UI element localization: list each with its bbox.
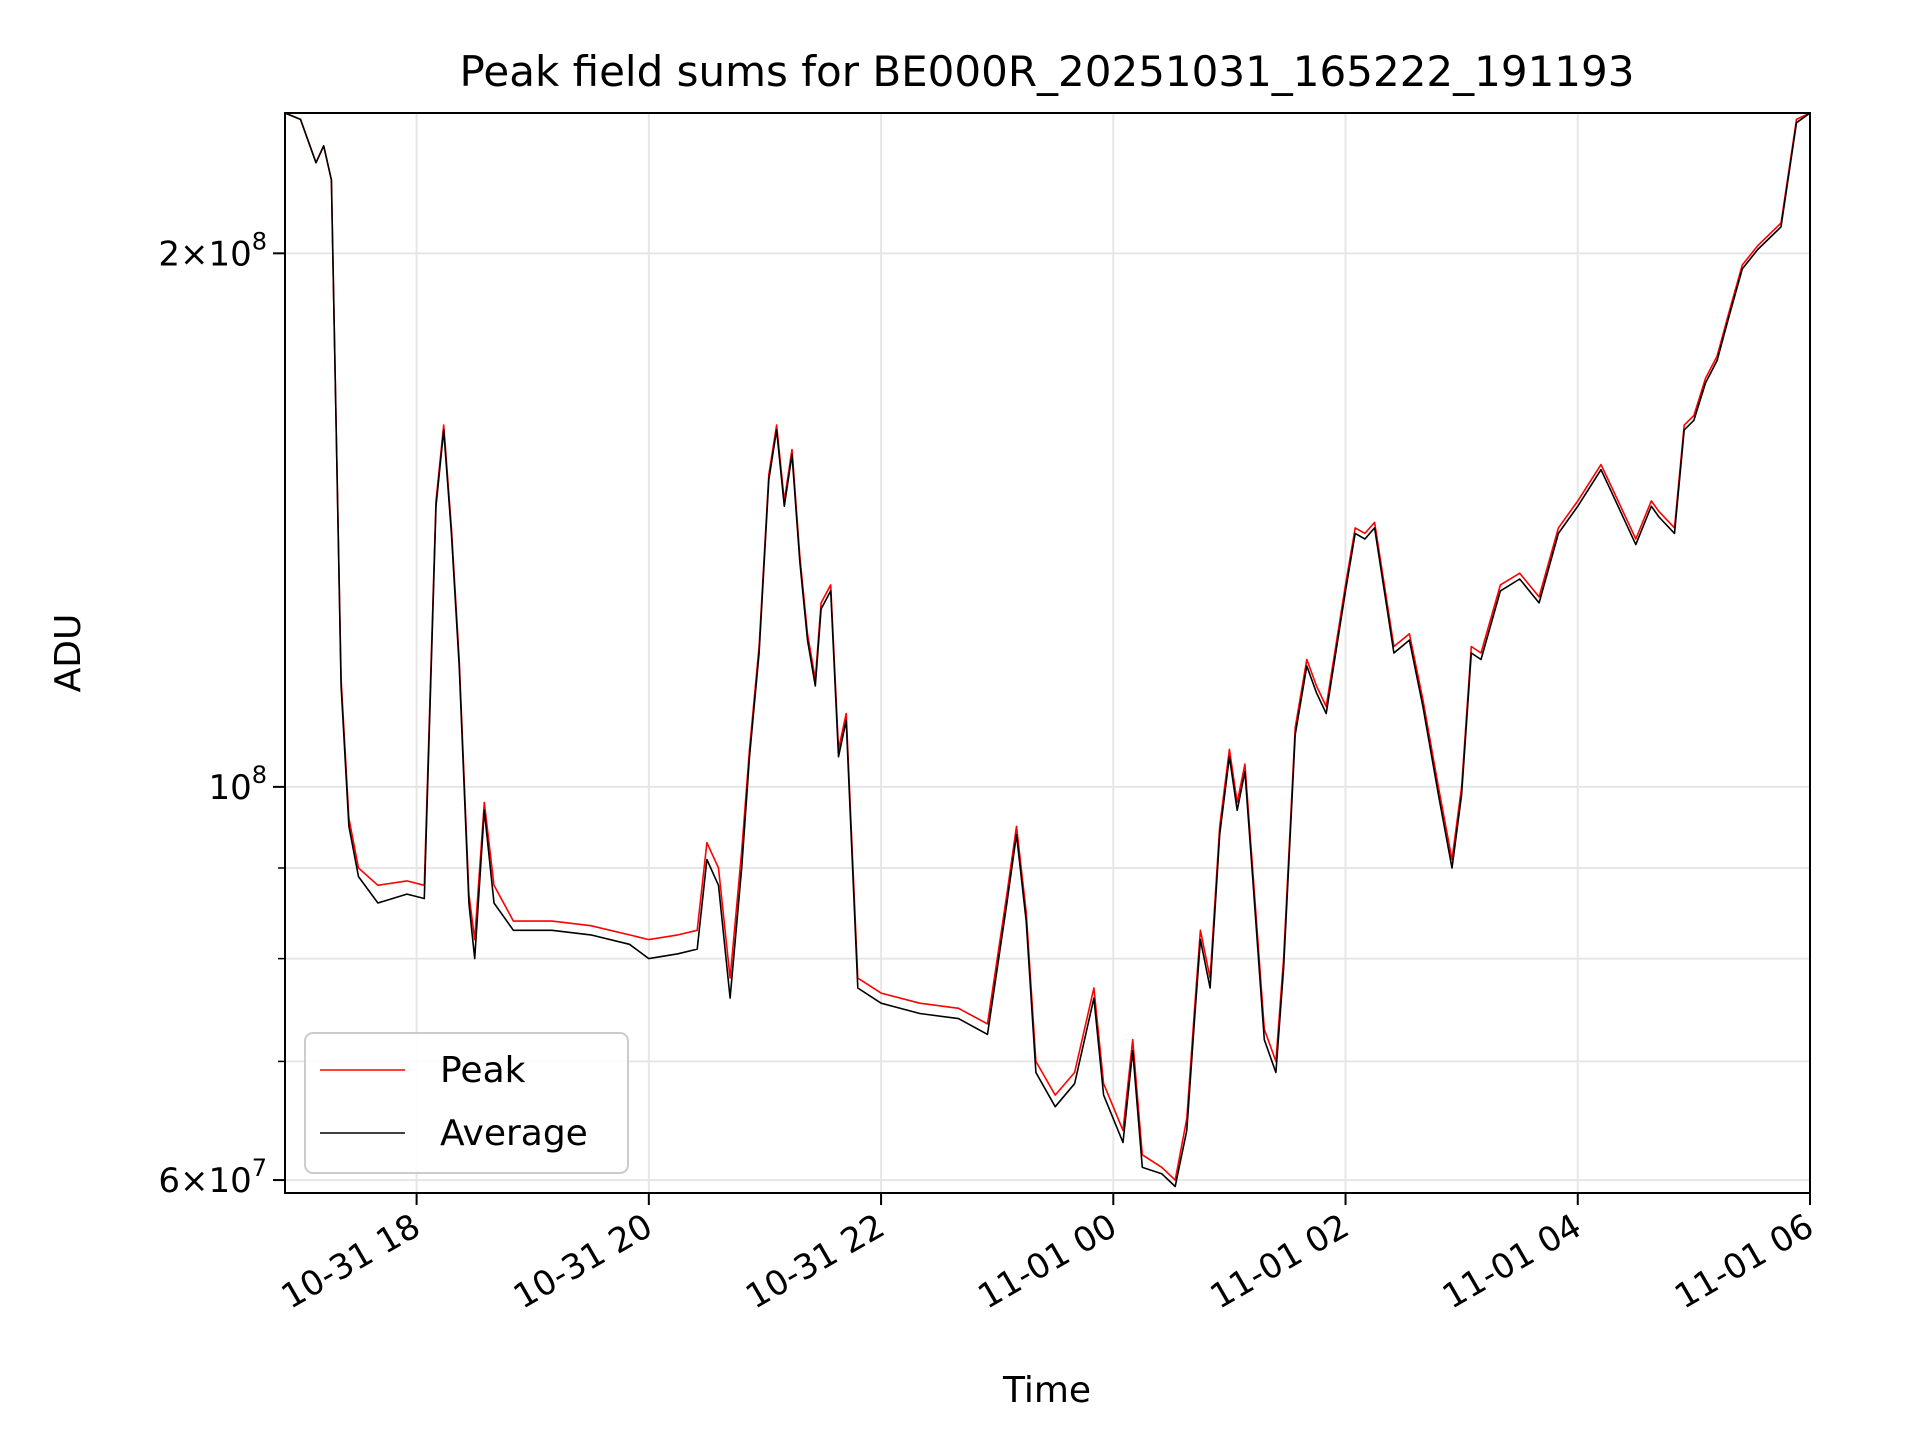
y-tick-label-times: × [180, 234, 209, 274]
x-axis-label: Time [1002, 1370, 1091, 1411]
y-tick-label: 2×108 [158, 227, 267, 274]
series-line-average [285, 113, 1810, 1188]
legend-label-peak: Peak [440, 1050, 526, 1091]
legend-label-average: Average [440, 1113, 588, 1154]
y-axis-label: ADU [48, 614, 89, 693]
y-tick-label-base: 10 [208, 1161, 251, 1201]
y-tick-label-exp: 8 [252, 761, 267, 789]
y-tick-label-mantissa: 6 [158, 1161, 180, 1201]
y-tick-label: 108 [208, 761, 267, 808]
y-tick-label-base: 10 [208, 768, 251, 808]
y-tick-label-exp: 7 [252, 1154, 267, 1182]
y-tick-label-base: 10 [208, 234, 251, 274]
y-tick-label-times: × [180, 1161, 209, 1201]
plot-frame [284, 112, 1811, 1194]
series-line-peak [285, 113, 1810, 1181]
y-tick-label-exp: 8 [252, 227, 267, 255]
y-tick-label: 6×107 [158, 1154, 267, 1201]
chart-title: Peak field sums for BE000R_20251031_1652… [460, 47, 1635, 96]
series-layer [285, 113, 1810, 1188]
legend: Peak Average [304, 1032, 629, 1174]
legend-box [304, 1032, 629, 1174]
y-tick-label-mantissa: 2 [158, 234, 180, 274]
